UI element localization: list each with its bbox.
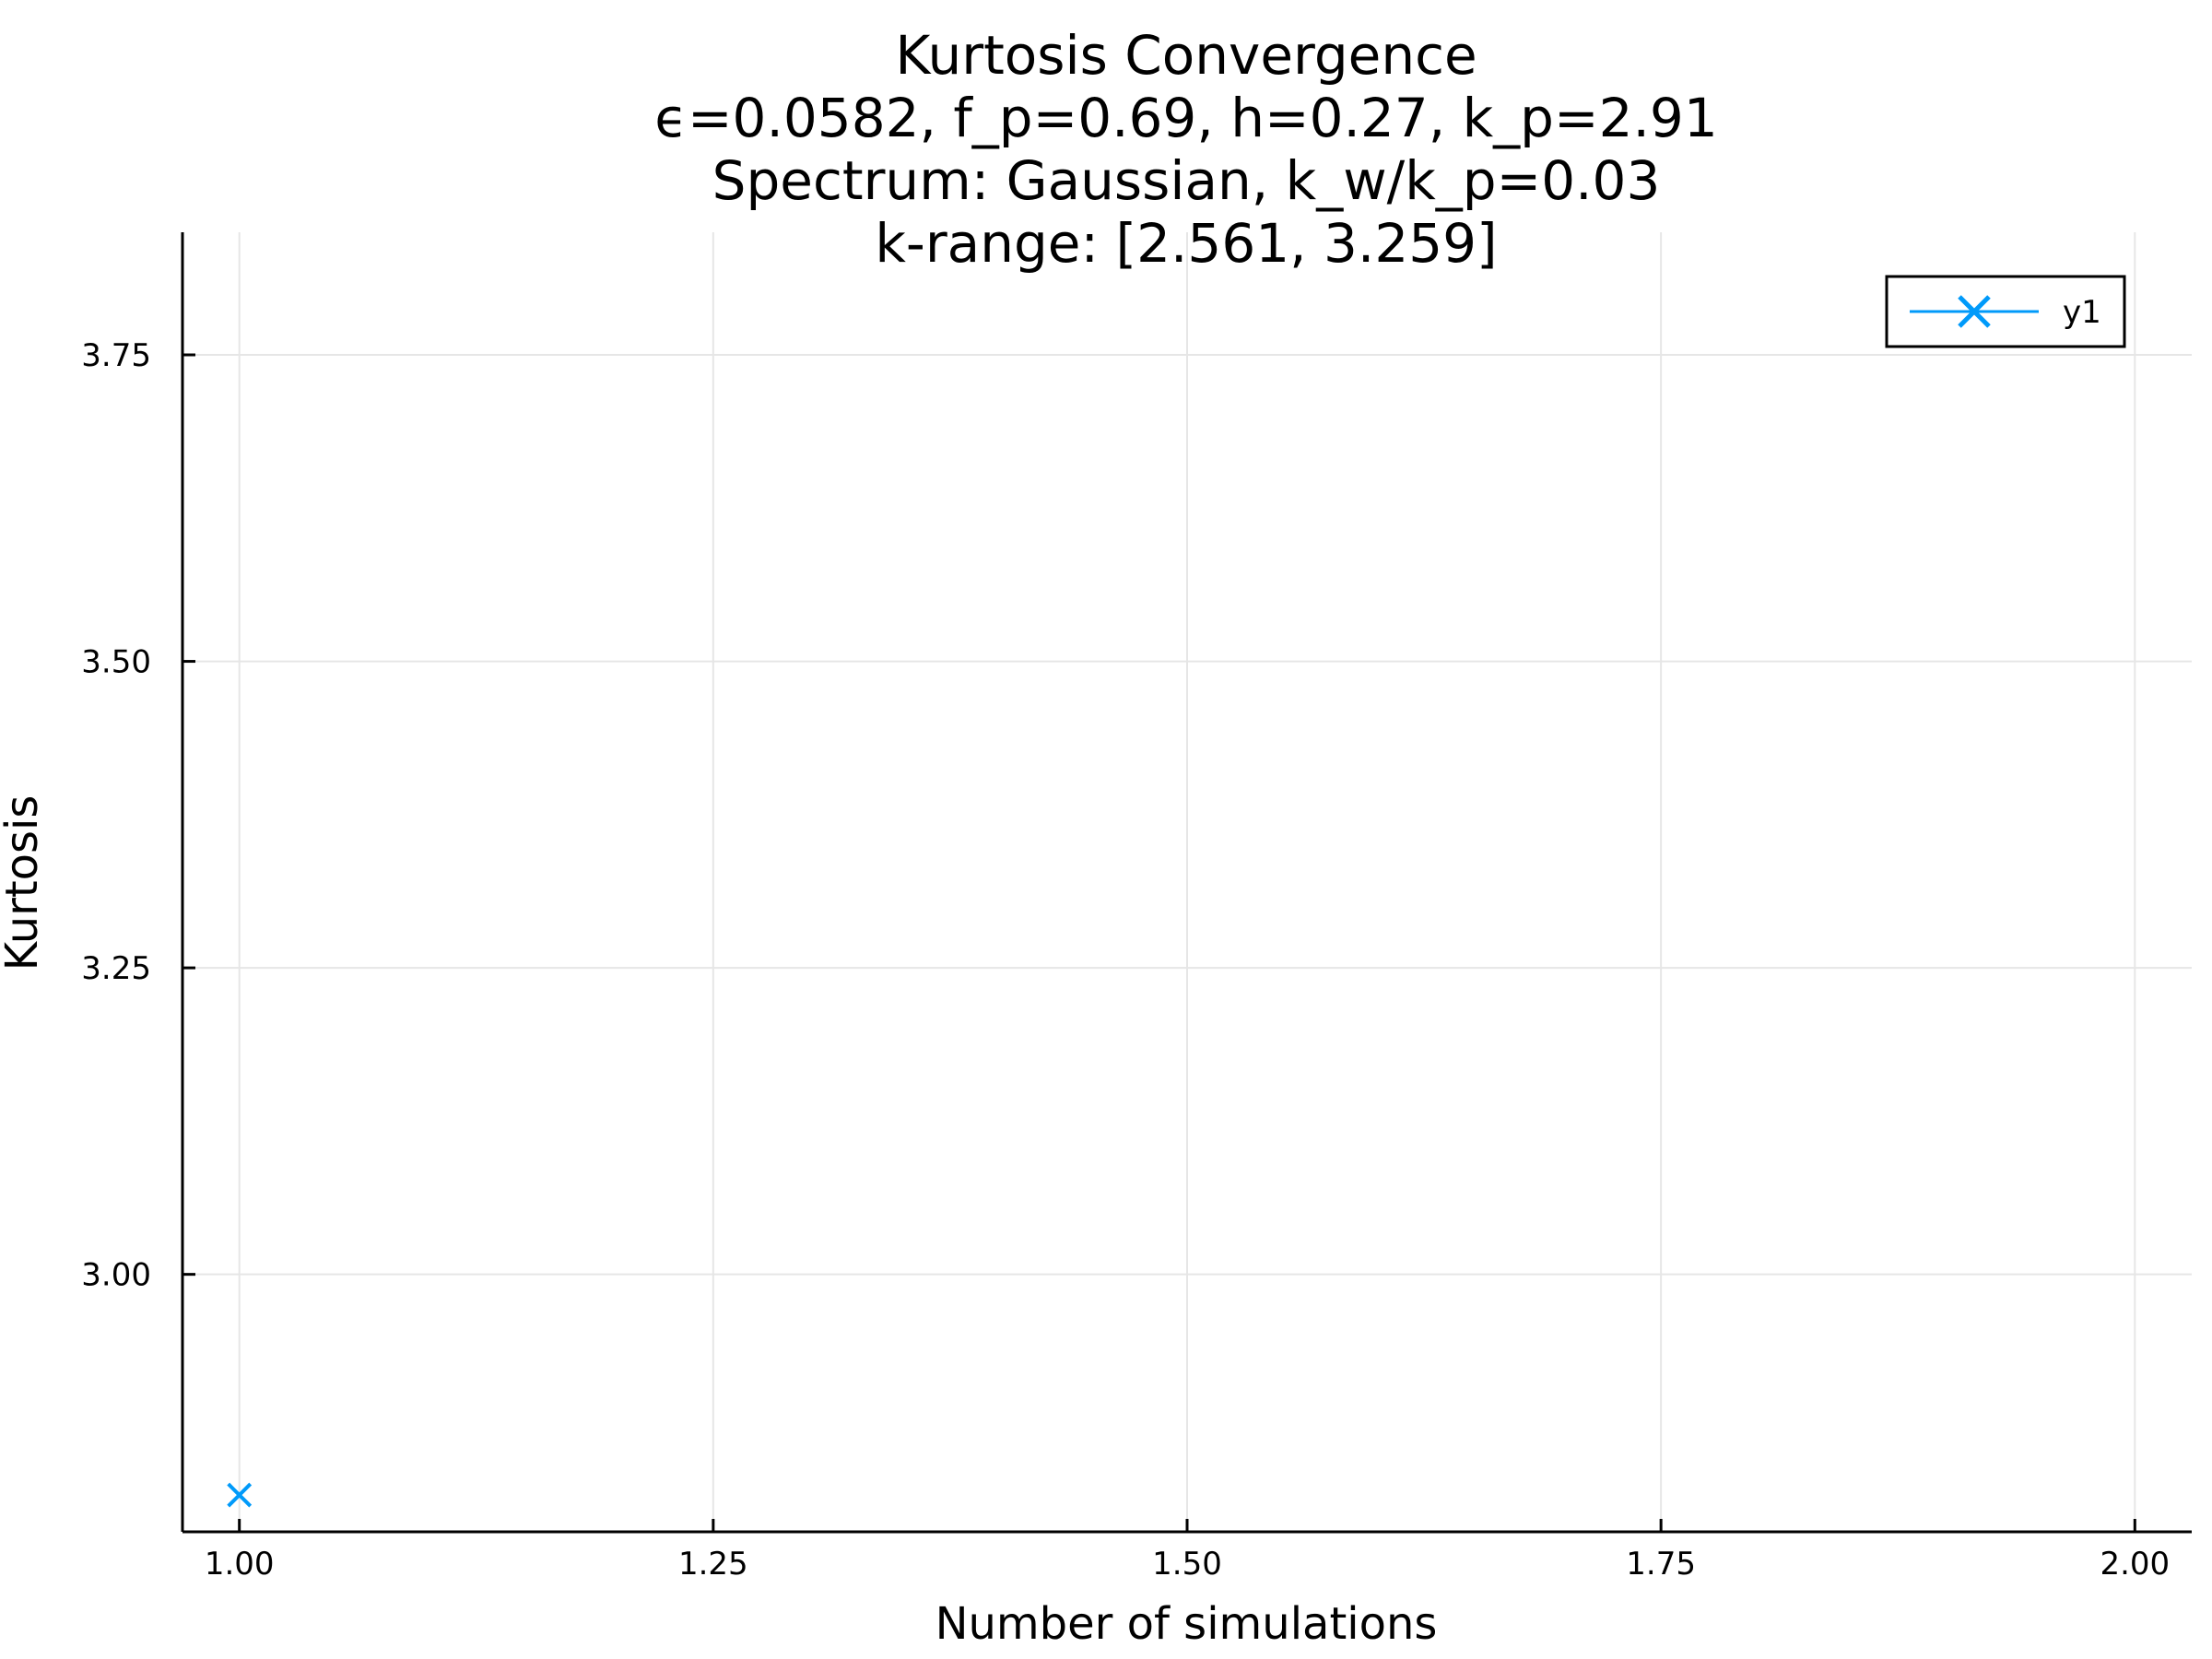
x-tick-label-3: 1.75 [1626,1546,1696,1583]
y-axis-ticks: 3.00 3.25 3.50 3.75 [81,337,195,1294]
title-line-3: Spectrum: Gaussian, k_w/k_p=0.03 [712,149,1661,212]
legend-label-y1: y1 [2063,294,2101,331]
x-tick-label-2: 1.50 [1152,1546,1222,1583]
x-axis-ticks: 1.00 1.25 1.50 1.75 2.00 [205,1519,2170,1583]
data-point-0-0 [227,1482,253,1508]
y-tick-label-2: 3.50 [81,644,151,681]
y-tick-label-0: 3.00 [81,1257,151,1294]
y-axis-label: Kurtosis [0,795,48,971]
legend-marker-stroke-b [1958,295,1991,328]
x-tick-label-1: 1.25 [678,1546,748,1583]
data-point-stroke-b [227,1482,253,1508]
y-tick-label-1: 3.25 [81,950,151,987]
x-tick-label-4: 2.00 [2100,1546,2170,1583]
title-line-2: ϵ=0.0582, f_p=0.69, h=0.27, k_p=2.91 [654,87,1717,149]
legend-marker-y1 [1958,295,1991,328]
legend: y1 [1885,275,2126,348]
y-tick-label-3: 3.75 [81,337,151,374]
plot-area-series [227,1482,253,1508]
title-line-1: Kurtosis Convergence [895,24,1477,87]
grid [182,232,2192,1532]
x-tick-label-0: 1.00 [205,1546,275,1583]
x-axis-label: Number of simulations [935,1598,1438,1650]
